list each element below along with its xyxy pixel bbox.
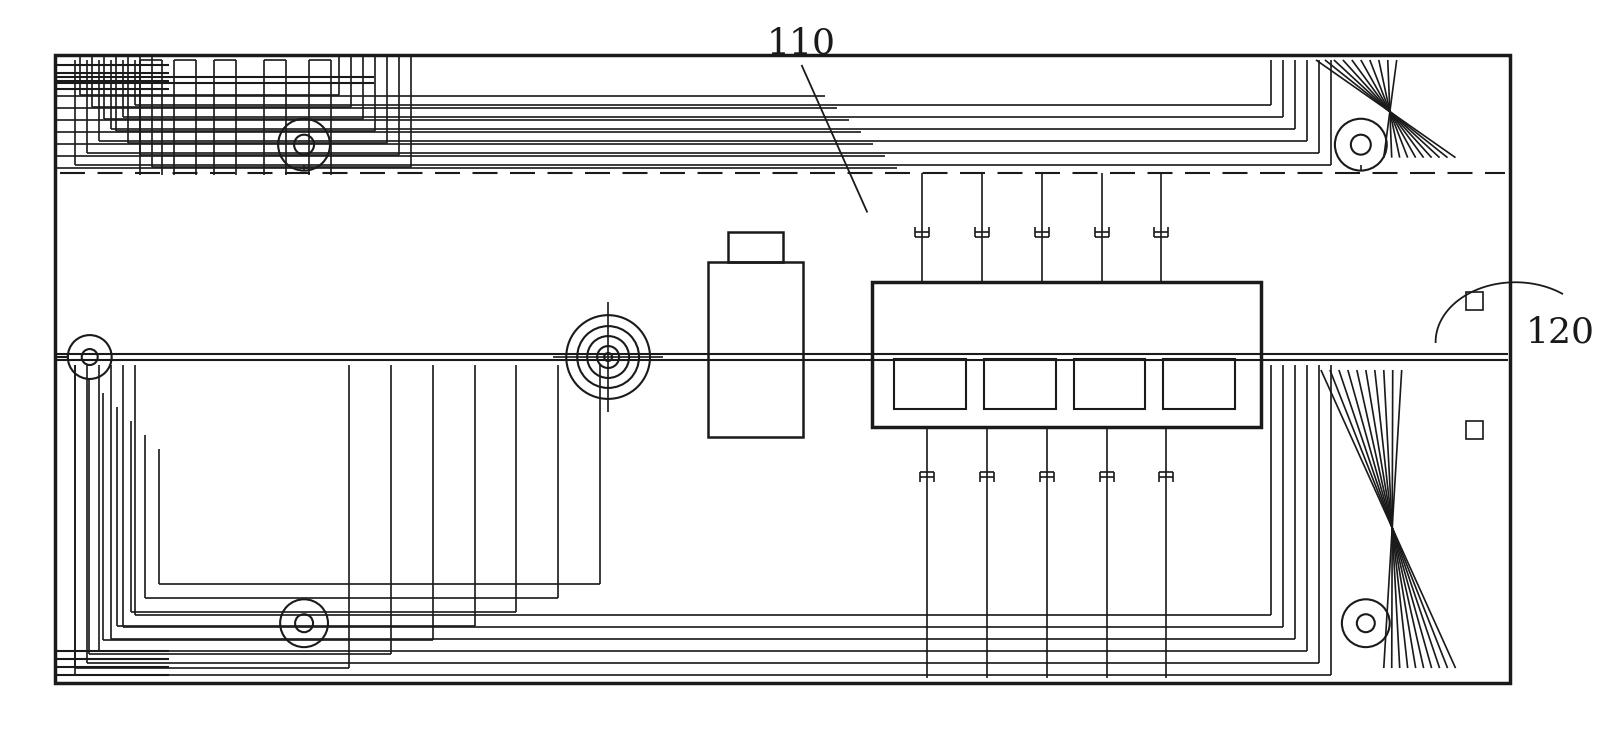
Bar — [893, 359, 966, 409]
Bar — [1163, 359, 1234, 409]
Bar — [55, 55, 1509, 683]
Bar — [728, 233, 783, 262]
Bar — [707, 262, 802, 437]
Bar — [1464, 421, 1483, 438]
Bar — [1464, 292, 1483, 310]
Text: 110: 110 — [767, 27, 836, 61]
Bar — [871, 283, 1260, 427]
Bar — [1073, 359, 1144, 409]
Text: 120: 120 — [1525, 315, 1593, 349]
Bar — [983, 359, 1056, 409]
